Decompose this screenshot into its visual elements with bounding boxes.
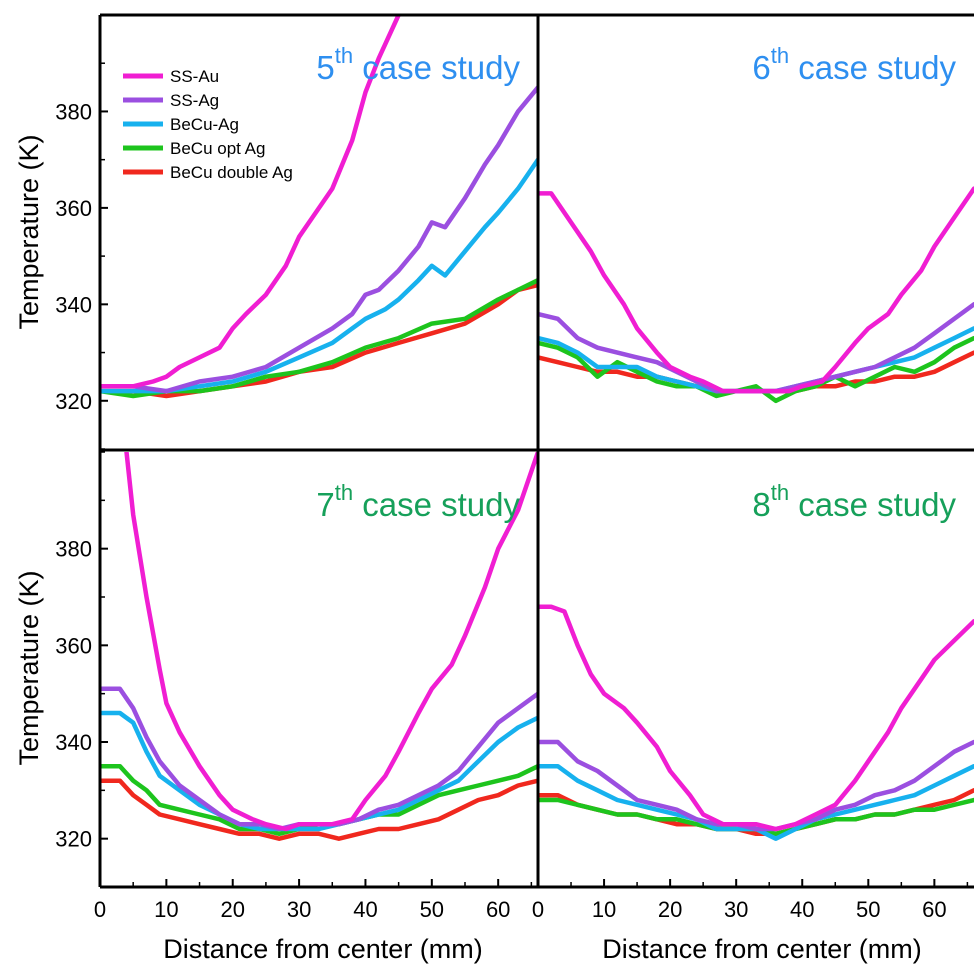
y-tick-label: 320 [55, 827, 92, 852]
series-line-ss-au [100, 15, 401, 389]
panel-title: 8th case study [752, 480, 956, 523]
x-tick-label: 30 [287, 897, 311, 922]
legend-label-becu-opt-ag: BeCu opt Ag [170, 139, 265, 158]
series-line-becu-ag [100, 710, 538, 832]
panel-title: 7th case study [316, 480, 520, 523]
x-tick-label: 30 [724, 897, 748, 922]
series-line-ss-ag [538, 739, 974, 832]
x-tick-label: 0 [94, 897, 106, 922]
x-tick-label: 10 [592, 897, 616, 922]
y-tick-label: 380 [55, 537, 92, 562]
panel-title-superscript: th [771, 43, 789, 68]
series-line-ss-au [538, 186, 974, 394]
panel-7th-case-study: 320 340 360 380 0 10 20 30 40 50 60 7th case study [55, 451, 538, 922]
series-line-becu-opt-ag [100, 763, 538, 837]
series-line-becu-ag [538, 326, 974, 394]
panel-title-number: 8 [752, 486, 770, 523]
x-axis-title-right: Distance from center (mm) [602, 934, 922, 964]
y-tick-label: 360 [55, 633, 92, 658]
series-line-becu-double-ag [100, 282, 538, 399]
panel-title-number: 6 [752, 49, 770, 86]
x-tick-label: 40 [353, 897, 377, 922]
panel-title-text: case study [789, 49, 956, 86]
panel-title-text: case study [789, 486, 956, 523]
y-tick-label: 360 [55, 196, 92, 221]
series-line-becu-double-ag [100, 778, 538, 841]
panel-title: 6th case study [752, 43, 956, 86]
series-line-ss-au [124, 452, 538, 832]
panel-title-number: 5 [316, 49, 334, 86]
panel-title: 5th case study [316, 43, 520, 86]
x-tick-label: 50 [420, 897, 444, 922]
x-tick-label: 40 [790, 897, 814, 922]
panel-8th-case-study: 0 10 20 30 40 50 60 8th case study [532, 480, 974, 922]
x-tick-label: 50 [856, 897, 880, 922]
panel-title-text: case study [353, 486, 520, 523]
legend-label-becu-double-ag: BeCu double Ag [170, 163, 293, 182]
panel-title-text: case study [353, 49, 520, 86]
panel-title-superscript: th [335, 480, 353, 505]
y-tick-label: 340 [55, 730, 92, 755]
series-line-ss-ag [100, 85, 538, 394]
y-tick-label: 380 [55, 99, 92, 124]
series-line-ss-au [538, 604, 974, 832]
x-axis-title-left: Distance from center (mm) [163, 934, 483, 964]
panel-title-number: 7 [316, 486, 334, 523]
legend-label-ss-au: SS-Au [170, 67, 219, 86]
panel-title-superscript: th [335, 43, 353, 68]
legend-label-ss-ag: SS-Ag [170, 91, 219, 110]
y-axis-title-top: Temperature (K) [14, 134, 44, 329]
panel-title-superscript: th [771, 480, 789, 505]
panel-6th-case-study: 6th case study [538, 43, 974, 404]
x-tick-label: 0 [532, 897, 544, 922]
x-tick-label: 10 [154, 897, 178, 922]
y-axis-title-bottom: Temperature (K) [14, 570, 44, 765]
panel-5th-case-study: 320 340 360 380 5th case study [55, 14, 538, 450]
legend-label-becu-ag: BeCu-Ag [170, 115, 239, 134]
axes-frame [98, 13, 974, 889]
x-tick-label: 60 [486, 897, 510, 922]
y-tick-label: 340 [55, 292, 92, 317]
x-tick-label: 60 [922, 897, 946, 922]
series-line-becu-ag [100, 157, 538, 394]
x-tick-label: 20 [220, 897, 244, 922]
legend: SS-Au SS-Ag BeCu-Ag BeCu opt Ag BeCu double … [123, 67, 293, 182]
y-tick-label: 320 [55, 389, 92, 414]
x-tick-label: 20 [658, 897, 682, 922]
